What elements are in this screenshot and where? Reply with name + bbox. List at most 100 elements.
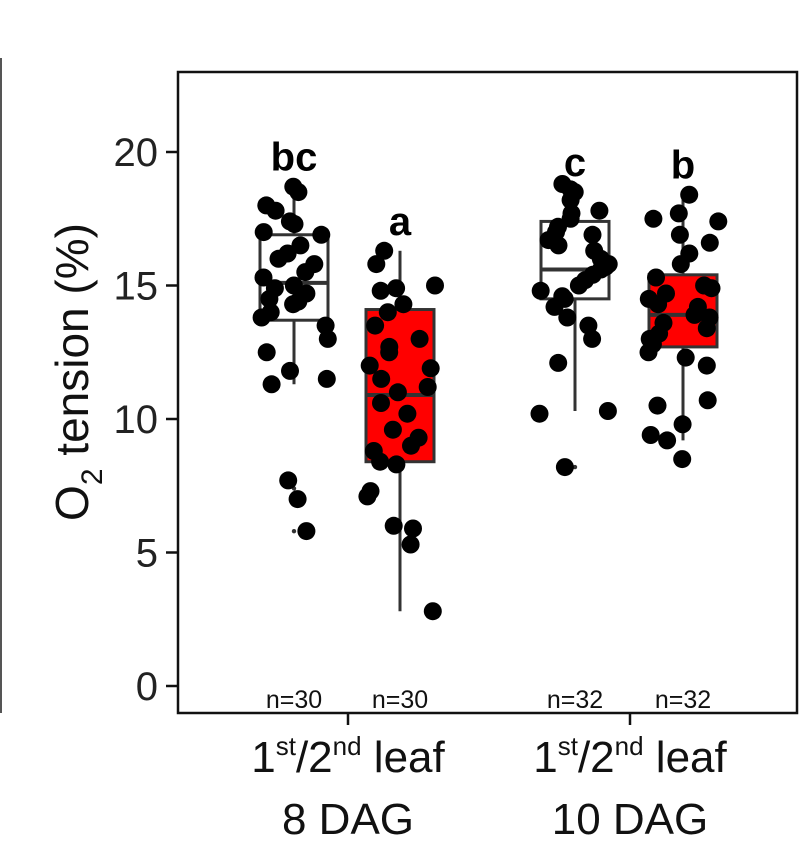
data-point [372,394,390,412]
data-point [404,519,422,538]
data-point [269,249,288,268]
n-label-3: n=32 [655,686,711,714]
left-edge-rule [0,58,2,713]
data-point [648,396,667,415]
data-point [316,316,335,335]
data-point [383,420,402,439]
data-point [317,369,336,388]
data-point [387,279,406,298]
data-point [262,375,281,394]
data-point [647,268,665,287]
data-point [371,452,390,471]
data-point [697,356,716,375]
data-point [387,455,406,474]
group-label-line2-1: 10 DAG [552,795,709,844]
data-point [698,391,717,410]
data-point [384,516,403,535]
data-point [676,348,695,367]
data-point [401,535,420,554]
data-point [266,201,285,220]
data-point [685,305,704,324]
data-point [281,361,299,380]
group-label-line2-0: 8 DAG [282,795,414,844]
data-point [669,204,688,223]
y-axis-title-rest: tension (%) [46,223,98,468]
data-point [378,303,397,322]
data-point [297,522,316,541]
data-point [388,383,407,402]
data-point [288,490,307,509]
data-point [644,209,663,228]
data-point [380,343,399,362]
data-point [312,225,331,244]
data-point [252,308,271,327]
y-tick-label-10: 10 [114,398,159,442]
group-label-line1-1: 1st/2nd leaf [533,731,727,782]
data-point [254,223,273,242]
data-point [670,225,689,244]
y-tick-label-0: 0 [136,665,158,709]
n-label-1: n=30 [372,686,428,714]
data-point [702,279,721,298]
annotations-layer: bc n=30 a n=30 c n=32 b n=32 [266,136,711,714]
group-label-part-c: leaf [644,733,728,782]
data-point [549,236,568,255]
y-tick-label-15: 15 [114,265,159,309]
group-label-part-a: 1 [251,733,275,782]
group-label-part-sup2: nd [333,731,362,761]
data-point [367,255,386,274]
data-point [671,255,690,274]
data-point [590,201,609,220]
n-label-2: n=32 [547,686,603,714]
y-axis-title-sub: 2 [76,468,109,485]
data-point [279,471,298,490]
data-point [426,276,444,295]
data-point [583,329,602,348]
data-point [680,185,699,204]
data-point [285,215,304,234]
data-point [394,295,413,314]
plot-border [176,70,799,715]
data-point [569,276,588,295]
group-label-part-a: 1 [533,733,557,782]
data-point [372,369,391,388]
data-point [398,404,417,423]
y-axis: 0 5 10 15 20 [114,131,178,709]
n-label-0: n=30 [266,686,322,714]
data-point [366,316,385,335]
y-tick-label-20: 20 [114,131,159,175]
data-point [418,378,437,396]
data-point [545,297,564,316]
group-label-part-c: leaf [362,733,446,782]
group-label-part-sup1: st [276,731,297,761]
data-point [423,602,442,621]
data-point [254,268,273,287]
data-point [709,212,728,231]
y-axis-title: O2 tension (%) [46,223,109,521]
data-point [257,343,276,362]
data-point [260,289,279,308]
points-layer [252,175,728,621]
data-point [673,450,692,469]
data-point [561,191,580,210]
data-point [360,356,379,375]
data-point [700,233,719,252]
data-point [289,183,308,202]
data-point [549,353,568,372]
group-label-part-sup1: st [558,731,579,761]
y-tick-label-5: 5 [136,532,158,576]
data-point [358,487,377,506]
significance-letter-0: bc [271,136,318,180]
data-point [658,431,677,450]
group-label-part-b: /2 [578,733,615,782]
data-point [673,415,692,434]
data-point [296,263,315,282]
data-point [371,281,390,300]
group-label-part-b: /2 [296,733,333,782]
data-point [402,436,420,455]
data-point [410,329,429,348]
data-point [598,402,617,420]
boxes-layer [258,186,719,612]
data-point [641,426,660,444]
